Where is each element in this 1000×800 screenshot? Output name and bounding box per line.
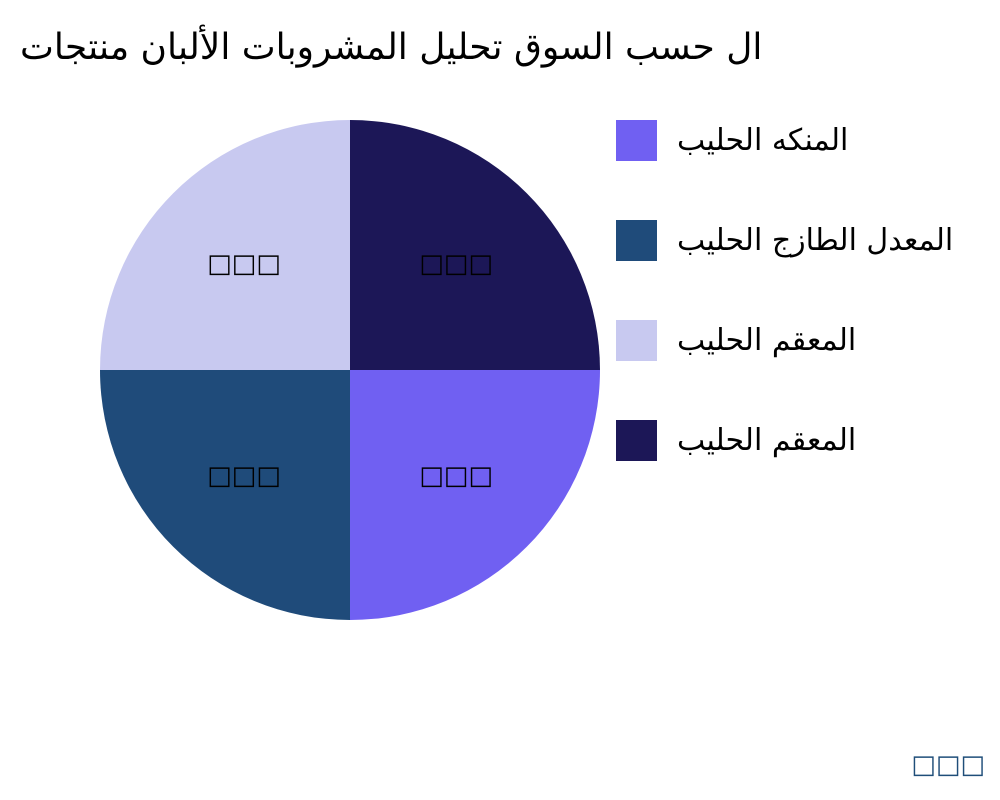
pie-slice bbox=[100, 370, 350, 620]
pie-slice bbox=[350, 120, 600, 370]
legend-swatch bbox=[616, 420, 657, 461]
legend-label: المعقم الحليب bbox=[677, 423, 857, 458]
slice-data-label: □□□ bbox=[419, 461, 493, 491]
legend-label: المعقم الحليب bbox=[677, 323, 857, 358]
legend-swatch bbox=[616, 120, 657, 161]
legend-swatch bbox=[616, 220, 657, 261]
legend-item: المعقم الحليب bbox=[616, 420, 856, 461]
chart-title: ال حسب السوق تحليل المشروبات الألبان منت… bbox=[20, 27, 763, 68]
slice-data-label: □□□ bbox=[207, 461, 281, 491]
pie-slice bbox=[100, 120, 350, 370]
legend-item: المعقم الحليب bbox=[616, 320, 856, 361]
pie-slice bbox=[350, 370, 600, 620]
legend-item: المعدل الطازج الحليب bbox=[616, 220, 953, 261]
legend-label: المنكه الحليب bbox=[677, 123, 849, 158]
legend-swatch bbox=[616, 320, 657, 361]
slice-data-label: □□□ bbox=[207, 249, 281, 279]
legend-item: المنكه الحليب bbox=[616, 120, 848, 161]
slice-data-label: □□□ bbox=[419, 249, 493, 279]
watermark: □□□ bbox=[911, 750, 985, 780]
legend-label: المعدل الطازج الحليب bbox=[677, 223, 954, 258]
